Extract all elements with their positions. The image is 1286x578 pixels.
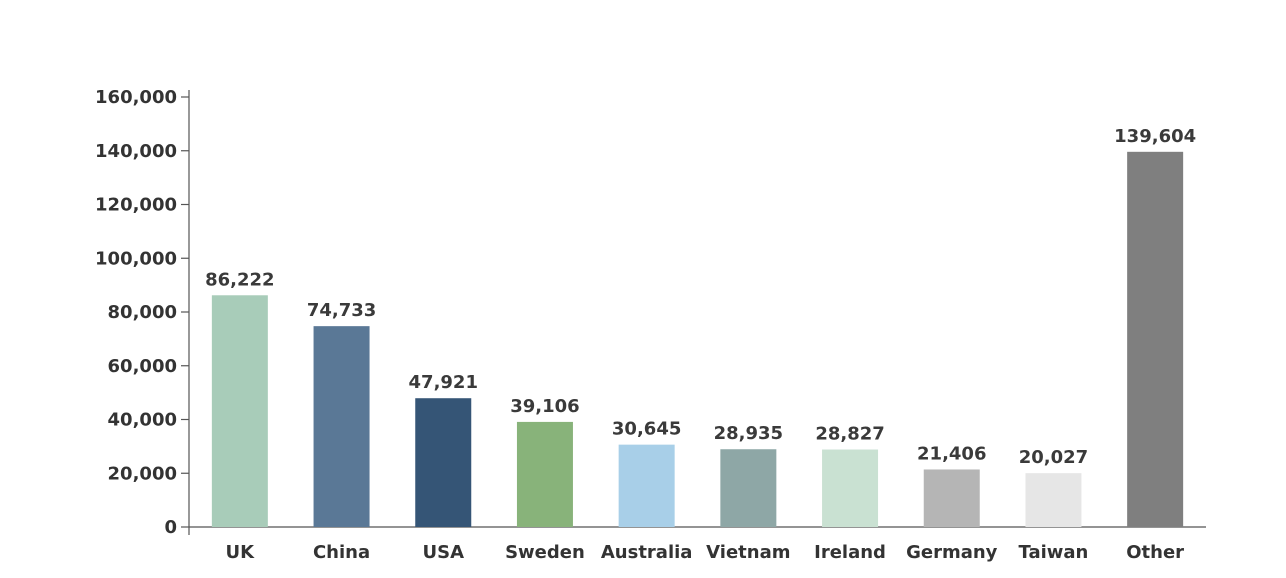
y-tick-label: 20,000	[108, 463, 177, 484]
category-labels: UK China USA Sweden Australia Vietnam Ireland G…	[226, 542, 1185, 563]
x-tick-label-uk: UK	[226, 542, 256, 563]
data-label-uk: 86,222	[205, 269, 274, 290]
data-label-other: 139,604	[1114, 126, 1196, 147]
bar-china	[313, 326, 370, 527]
data-label-taiwan: 20,027	[1019, 447, 1088, 468]
y-tick-label: 0	[164, 517, 177, 538]
bar-taiwan	[1025, 473, 1082, 527]
bar-sweden	[516, 421, 573, 527]
y-tick-label: 120,000	[95, 195, 177, 216]
bar-vietnam	[720, 449, 777, 527]
data-labels: 86,222 74,733 47,921 39,106 30,645 28,935 28,8…	[205, 126, 1196, 468]
x-tick-label-vietnam: Vietnam	[706, 542, 790, 563]
data-label-sweden: 39,106	[510, 396, 579, 417]
y-axis: 0 20,000 40,000 60,000 80,000 100,000 120,000 1…	[95, 87, 190, 538]
x-tick-label-sweden: Sweden	[505, 542, 585, 563]
data-label-usa: 47,921	[409, 372, 478, 393]
y-ticks: 0 20,000 40,000 60,000 80,000 100,000 120,000 1…	[95, 87, 189, 538]
x-tick-label-other: Other	[1126, 542, 1184, 563]
bar-usa	[415, 398, 472, 527]
y-tick-label: 40,000	[108, 410, 177, 431]
x-tick-label-australia: Australia	[601, 542, 693, 563]
y-tick-label: 160,000	[95, 87, 177, 108]
x-tick-label-usa: USA	[422, 542, 464, 563]
bar-germany	[923, 469, 980, 527]
x-tick-label-germany: Germany	[906, 542, 998, 563]
data-label-china: 74,733	[307, 300, 376, 321]
y-tick-label: 140,000	[95, 141, 177, 162]
bars	[211, 151, 1184, 527]
x-tick-label-china: China	[313, 542, 370, 563]
x-tick-label-ireland: Ireland	[814, 542, 886, 563]
y-tick-label: 100,000	[95, 248, 177, 269]
bar-ireland	[822, 449, 879, 527]
y-tick-label: 60,000	[108, 356, 177, 377]
data-label-vietnam: 28,935	[714, 423, 783, 444]
bar-australia	[618, 444, 675, 527]
bar-uk	[211, 295, 268, 527]
bar-other	[1127, 151, 1184, 527]
data-label-ireland: 28,827	[815, 424, 884, 445]
data-label-germany: 21,406	[917, 443, 986, 464]
x-tick-label-taiwan: Taiwan	[1019, 542, 1089, 563]
data-label-australia: 30,645	[612, 419, 681, 440]
y-tick-label: 80,000	[108, 302, 177, 323]
